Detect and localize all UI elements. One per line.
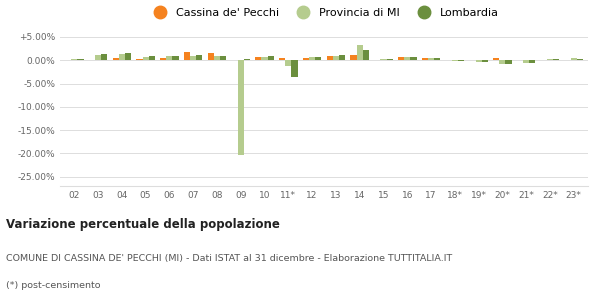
Bar	[553, 59, 559, 60]
Text: (*) post-censimento: (*) post-censimento	[6, 281, 101, 290]
Bar	[404, 56, 410, 60]
Bar	[482, 60, 488, 62]
Bar	[333, 56, 339, 60]
Bar	[214, 56, 220, 60]
Bar	[422, 58, 428, 60]
Bar	[476, 60, 482, 62]
Bar	[166, 56, 172, 60]
Bar	[172, 56, 179, 60]
Bar	[339, 55, 345, 60]
Bar	[160, 58, 166, 60]
Bar	[505, 60, 512, 64]
Bar	[285, 60, 292, 66]
Bar	[244, 59, 250, 60]
Bar	[184, 52, 190, 60]
Bar	[458, 60, 464, 61]
Bar	[309, 56, 315, 60]
Bar	[149, 56, 155, 60]
Bar	[113, 58, 119, 60]
Bar	[356, 45, 363, 60]
Bar	[268, 56, 274, 60]
Bar	[398, 57, 404, 60]
Bar	[410, 57, 416, 60]
Text: Variazione percentuale della popolazione: Variazione percentuale della popolazione	[6, 218, 280, 231]
Bar	[571, 58, 577, 60]
Bar	[452, 60, 458, 61]
Bar	[208, 53, 214, 60]
Bar	[95, 55, 101, 60]
Bar	[577, 59, 583, 60]
Bar	[386, 59, 393, 60]
Bar	[315, 56, 322, 60]
Bar	[136, 59, 143, 60]
Bar	[125, 53, 131, 60]
Bar	[547, 59, 553, 60]
Bar	[292, 60, 298, 77]
Bar	[529, 60, 535, 63]
Bar	[190, 56, 196, 60]
Bar	[363, 50, 369, 60]
Bar	[493, 58, 499, 60]
Bar	[143, 56, 149, 60]
Bar	[434, 58, 440, 60]
Text: COMUNE DI CASSINA DE' PECCHI (MI) - Dati ISTAT al 31 dicembre - Elaborazione TUT: COMUNE DI CASSINA DE' PECCHI (MI) - Dati…	[6, 254, 452, 263]
Bar	[238, 60, 244, 155]
Bar	[350, 55, 356, 60]
Bar	[303, 58, 309, 60]
Bar	[499, 60, 505, 64]
Legend: Cassina de' Pecchi, Provincia di MI, Lombardia: Cassina de' Pecchi, Provincia di MI, Lom…	[149, 8, 499, 18]
Bar	[262, 56, 268, 60]
Bar	[523, 60, 529, 63]
Bar	[380, 59, 386, 60]
Bar	[196, 55, 202, 60]
Bar	[101, 54, 107, 60]
Bar	[119, 54, 125, 60]
Bar	[71, 59, 77, 60]
Bar	[220, 56, 226, 60]
Bar	[428, 58, 434, 60]
Bar	[77, 59, 83, 60]
Bar	[255, 56, 262, 60]
Bar	[279, 58, 285, 60]
Bar	[326, 56, 333, 60]
